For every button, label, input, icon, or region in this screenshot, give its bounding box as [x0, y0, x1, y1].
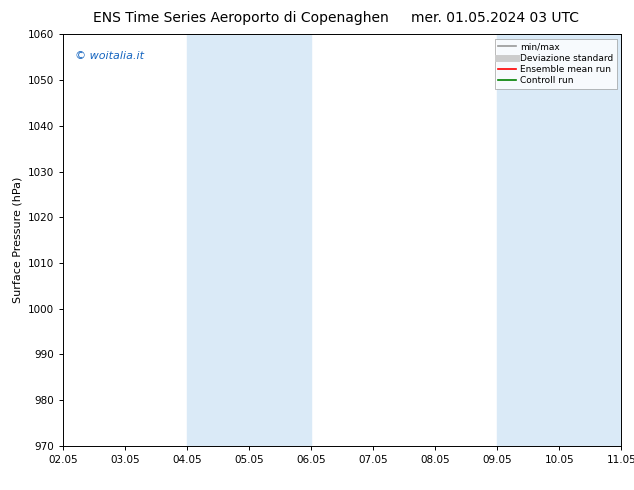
Text: mer. 01.05.2024 03 UTC: mer. 01.05.2024 03 UTC [411, 11, 578, 25]
Legend: min/max, Deviazione standard, Ensemble mean run, Controll run: min/max, Deviazione standard, Ensemble m… [495, 39, 617, 89]
Text: © woitalia.it: © woitalia.it [75, 51, 143, 61]
Bar [497, 34, 559, 446]
Text: ENS Time Series Aeroporto di Copenaghen: ENS Time Series Aeroporto di Copenaghen [93, 11, 389, 25]
Bar [559, 34, 621, 446]
Bar [249, 34, 311, 446]
Bar [188, 34, 249, 446]
Y-axis label: Surface Pressure (hPa): Surface Pressure (hPa) [13, 177, 23, 303]
